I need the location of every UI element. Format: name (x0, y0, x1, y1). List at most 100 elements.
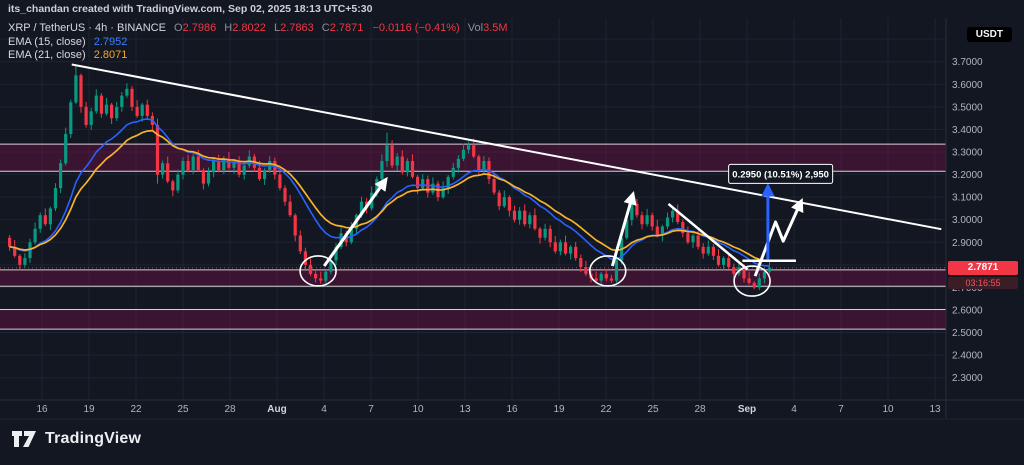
attribution-text: its_chandan created with TradingView.com… (8, 3, 373, 15)
candle-body (732, 267, 736, 274)
candle-body (334, 246, 338, 261)
time-axis-label: 19 (553, 404, 565, 415)
candle-body (553, 242, 557, 252)
time-axis-label: 4 (321, 404, 327, 415)
legend-ema21-row[interactable]: EMA (21, close) 2.8071 (8, 49, 508, 63)
time-axis-label: 10 (882, 404, 894, 415)
price-axis-label: 3.6000 (952, 80, 983, 91)
candle-body (89, 111, 93, 125)
candle-body (130, 88, 134, 107)
ema-21-line[interactable] (9, 129, 770, 262)
candle-body (395, 156, 399, 166)
white-arrow[interactable] (610, 191, 637, 267)
time-axis-label: 25 (177, 404, 189, 415)
candle-body (757, 278, 761, 288)
grid (0, 18, 946, 400)
candle-body (451, 167, 455, 177)
ema-lines[interactable] (9, 118, 770, 267)
legend-symbol-row[interactable]: XRP / TetherUS · 4h · BINANCE O2.7986 H2… (8, 22, 508, 36)
time-axis-label: 16 (36, 404, 48, 415)
candle-body (293, 215, 297, 236)
candle-body (681, 221, 685, 234)
candle-body (110, 104, 114, 119)
price-axis-label: 3.0000 (952, 215, 983, 226)
candle-body (574, 246, 578, 259)
candle-body (528, 215, 532, 225)
candle-body (594, 278, 598, 281)
candle-body (467, 145, 471, 150)
candlestick-series (8, 65, 772, 291)
candle-body (405, 161, 409, 173)
candle-body (543, 228, 547, 238)
candle-body (558, 242, 562, 252)
candle-body (686, 233, 690, 243)
open-value: 2.7986 (182, 22, 217, 34)
time-axis-label: 13 (929, 404, 941, 415)
candle-body (79, 75, 83, 107)
time-axis-label: 10 (412, 404, 424, 415)
candle-body (416, 176, 420, 189)
candle-body (171, 181, 175, 191)
candle-body (482, 161, 486, 171)
candle-body (380, 161, 384, 180)
candle-body (303, 251, 307, 265)
candle-body (640, 215, 644, 225)
tradingview-logo[interactable]: TradingView (12, 429, 141, 449)
white-arrow[interactable] (753, 197, 804, 277)
user-drawings[interactable]: 0.2950 (10.51%) 2,950 (0, 63, 946, 297)
candle-body (232, 161, 236, 168)
candle-body (518, 210, 522, 220)
candle-body (579, 258, 583, 268)
measure-label-box[interactable] (728, 163, 834, 184)
time-axis-label: 19 (83, 404, 95, 415)
candle-body (145, 104, 149, 116)
candle-body (676, 210, 680, 222)
currency-toggle-button[interactable]: USDT (966, 27, 1012, 42)
highlight-circle[interactable] (588, 255, 627, 287)
time-axis-label: 22 (130, 404, 142, 415)
candle-body (446, 176, 450, 189)
white-arrow[interactable] (322, 176, 388, 267)
candle-body (23, 258, 27, 265)
candle-body (569, 246, 573, 254)
candle-body (53, 188, 58, 209)
candle-body (206, 172, 211, 184)
candle-body (660, 226, 664, 236)
chart-legend: XRP / TetherUS · 4h · BINANCE O2.7986 H2… (8, 22, 508, 63)
white-line-segment[interactable] (667, 202, 749, 271)
candle-body (33, 228, 37, 243)
price-axis-label: 2.5000 (952, 328, 983, 339)
time-axis-label: 22 (600, 404, 612, 415)
zone-rect[interactable] (0, 269, 946, 287)
price-axis-label: 3.2000 (952, 170, 983, 181)
highlight-circle[interactable] (299, 255, 337, 287)
candle-body (8, 237, 12, 247)
ema-15-line[interactable] (9, 118, 770, 267)
price-axis-label: 2.4000 (952, 351, 983, 362)
time-axis-label: 28 (694, 404, 706, 415)
candle-body (64, 133, 68, 164)
close-label: C (321, 22, 330, 34)
bar-countdown-badge: 03:16:55 (948, 276, 1018, 289)
candle-body (161, 163, 165, 175)
candle-body (390, 145, 394, 166)
candle-body (696, 235, 700, 247)
candle-body (716, 255, 721, 265)
candle-body (742, 267, 746, 279)
candle-body (43, 215, 47, 225)
candle-body (217, 161, 221, 171)
legend-ema15-row[interactable]: EMA (15, close) 2.7952 (8, 36, 508, 50)
price-axis-label: 3.3000 (952, 148, 983, 159)
low-label: L (273, 22, 281, 34)
time-axis-label: Aug (267, 404, 286, 415)
ema15-value: 2.7952 (93, 35, 128, 48)
candle-body (212, 161, 216, 173)
price-axis-label: 2.6000 (952, 305, 983, 316)
symbol-title: XRP / TetherUS · 4h · BINANCE (8, 22, 166, 34)
zone-rect[interactable] (0, 309, 946, 330)
candle-body (283, 188, 287, 202)
highlight-circle[interactable] (733, 265, 771, 297)
ema21-label: EMA (21, close) (8, 49, 86, 61)
